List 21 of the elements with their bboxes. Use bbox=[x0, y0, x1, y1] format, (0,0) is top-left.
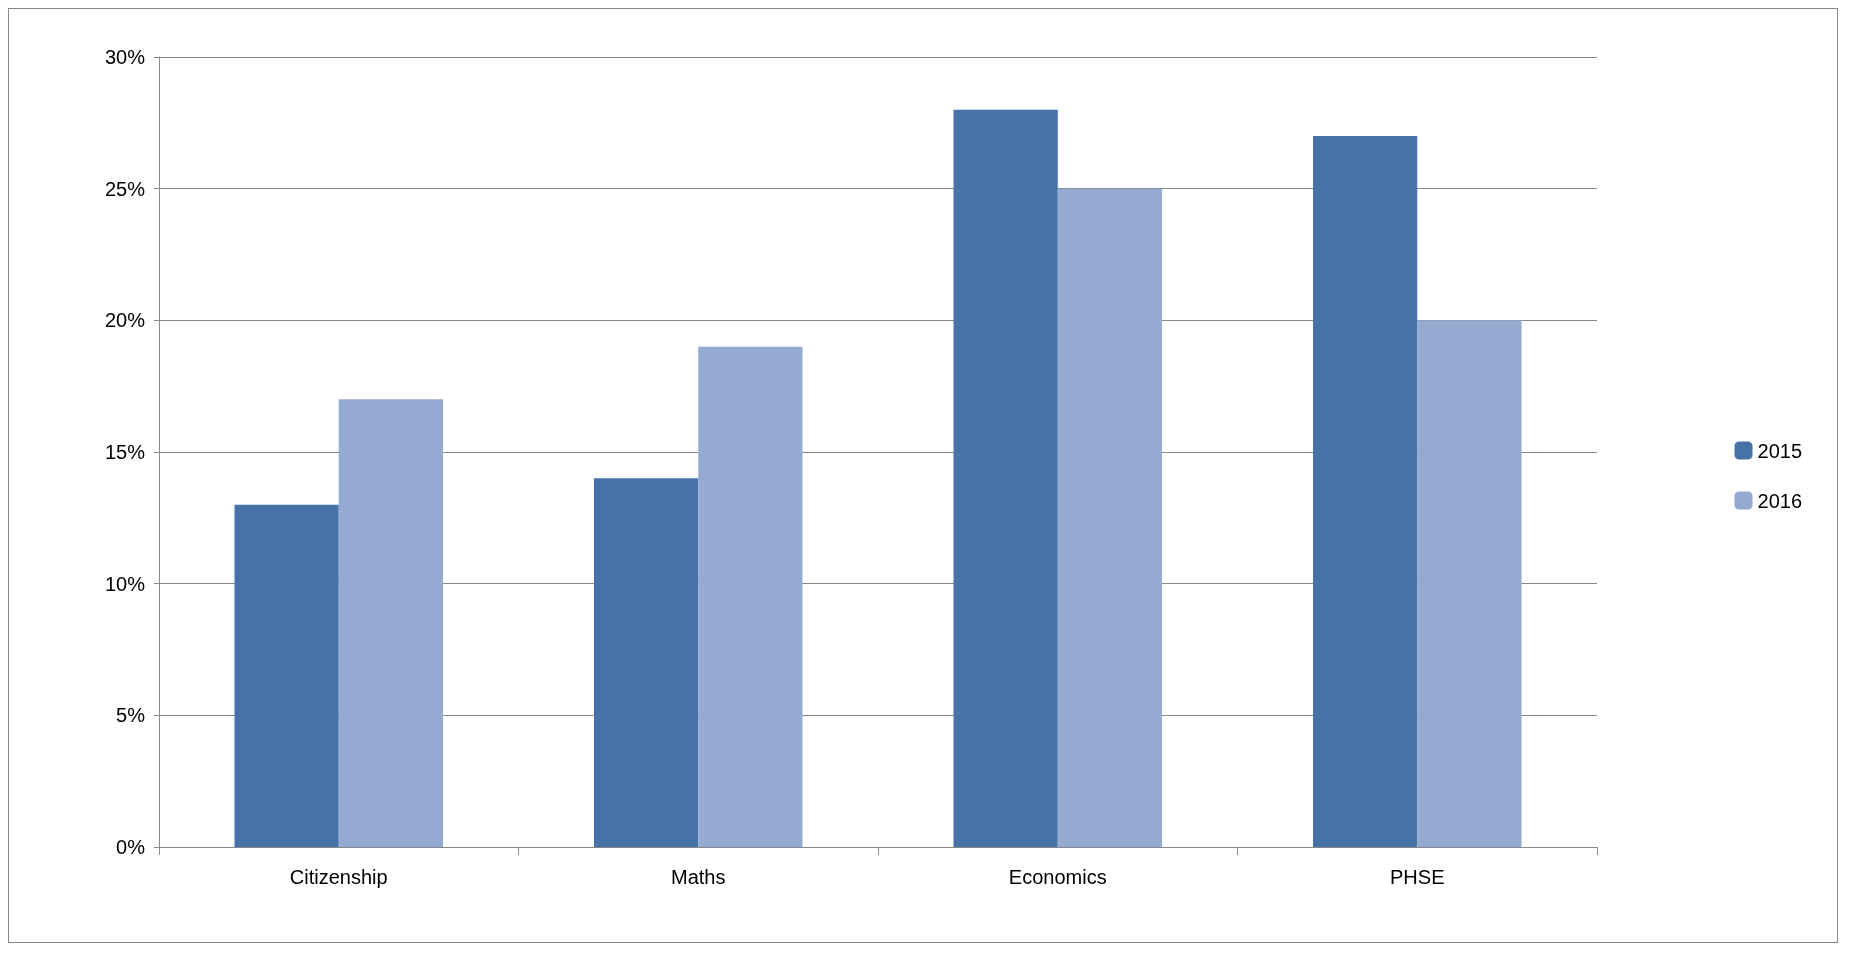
x-tick-label: Economics bbox=[1008, 866, 1107, 888]
bar bbox=[1313, 136, 1418, 847]
y-tick-label: 30% bbox=[104, 46, 146, 68]
x-tick-label: Maths bbox=[671, 866, 726, 888]
bar bbox=[234, 504, 339, 847]
bar bbox=[1417, 320, 1522, 847]
y-tick-label: 5% bbox=[116, 704, 146, 727]
legend-label: 2015 bbox=[1757, 439, 1803, 462]
y-tick-label: 20% bbox=[104, 309, 146, 332]
bar bbox=[594, 478, 699, 847]
bar bbox=[698, 346, 803, 847]
bar bbox=[953, 109, 1058, 847]
bar bbox=[338, 399, 444, 847]
y-tick-label: 15% bbox=[104, 441, 146, 463]
y-tick-label: 0% bbox=[116, 836, 146, 858]
bar bbox=[1057, 188, 1163, 847]
y-tick-label: 10% bbox=[104, 572, 146, 595]
y-tick-label: 25% bbox=[104, 177, 146, 200]
legend-label: 2016 bbox=[1757, 489, 1803, 512]
x-tick-label: Citizenship bbox=[289, 866, 388, 888]
x-tick-label: PHSE bbox=[1390, 866, 1445, 888]
